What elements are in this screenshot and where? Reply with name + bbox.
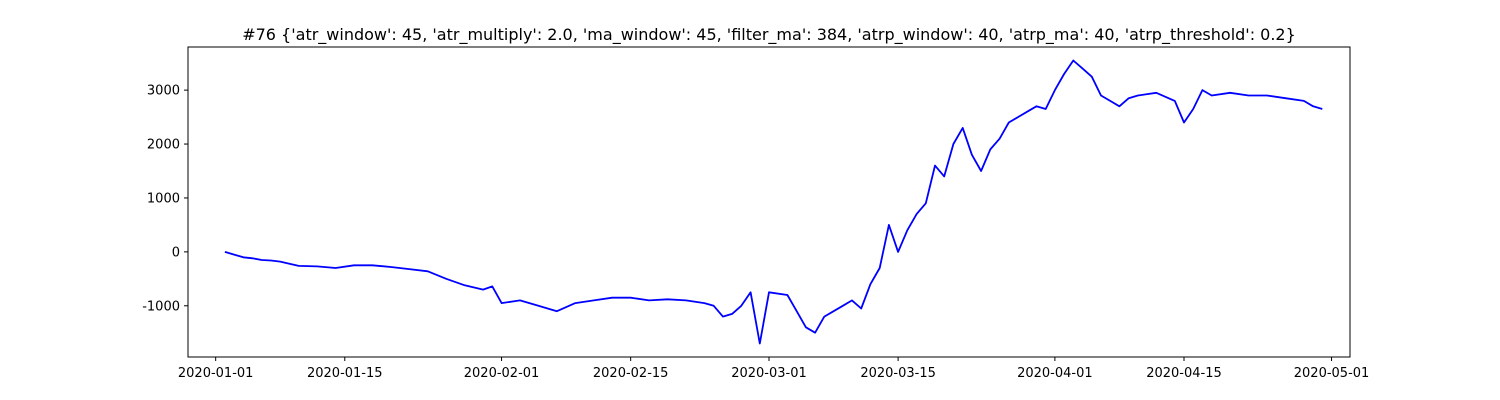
x-tick-label: 2020-03-01: [731, 366, 807, 381]
x-tick-label: 2020-01-15: [307, 366, 383, 381]
data-points: [224, 60, 1323, 345]
x-tick-label: 2020-02-01: [464, 366, 540, 381]
x-tick-label: 2020-04-15: [1146, 366, 1222, 381]
x-tick-label: 2020-01-01: [178, 366, 254, 381]
y-axis: -1000 0 1000 2000 3000: [142, 84, 188, 314]
x-tick-label: 2020-02-15: [593, 366, 669, 381]
x-axis: 2020-01-01 2020-01-15 2020-02-01 2020-02-15…: [178, 357, 1369, 381]
x-tick-label: 2020-03-15: [860, 366, 936, 381]
x-tick-label: 2020-04-01: [1017, 366, 1093, 381]
x-tick-label: 2020-05-01: [1294, 366, 1370, 381]
y-tick-label: 3000: [147, 84, 180, 99]
y-tick-label: 0: [172, 245, 180, 260]
series-line: [224, 59, 1323, 345]
y-tick-label: 2000: [147, 138, 180, 153]
y-tick-label: -1000: [142, 299, 180, 314]
plot-area: [187, 46, 1351, 358]
chart-title: #76 {'atr_window': 45, 'atr_multiply': 2…: [242, 25, 1296, 45]
y-tick-label: 1000: [147, 191, 180, 206]
